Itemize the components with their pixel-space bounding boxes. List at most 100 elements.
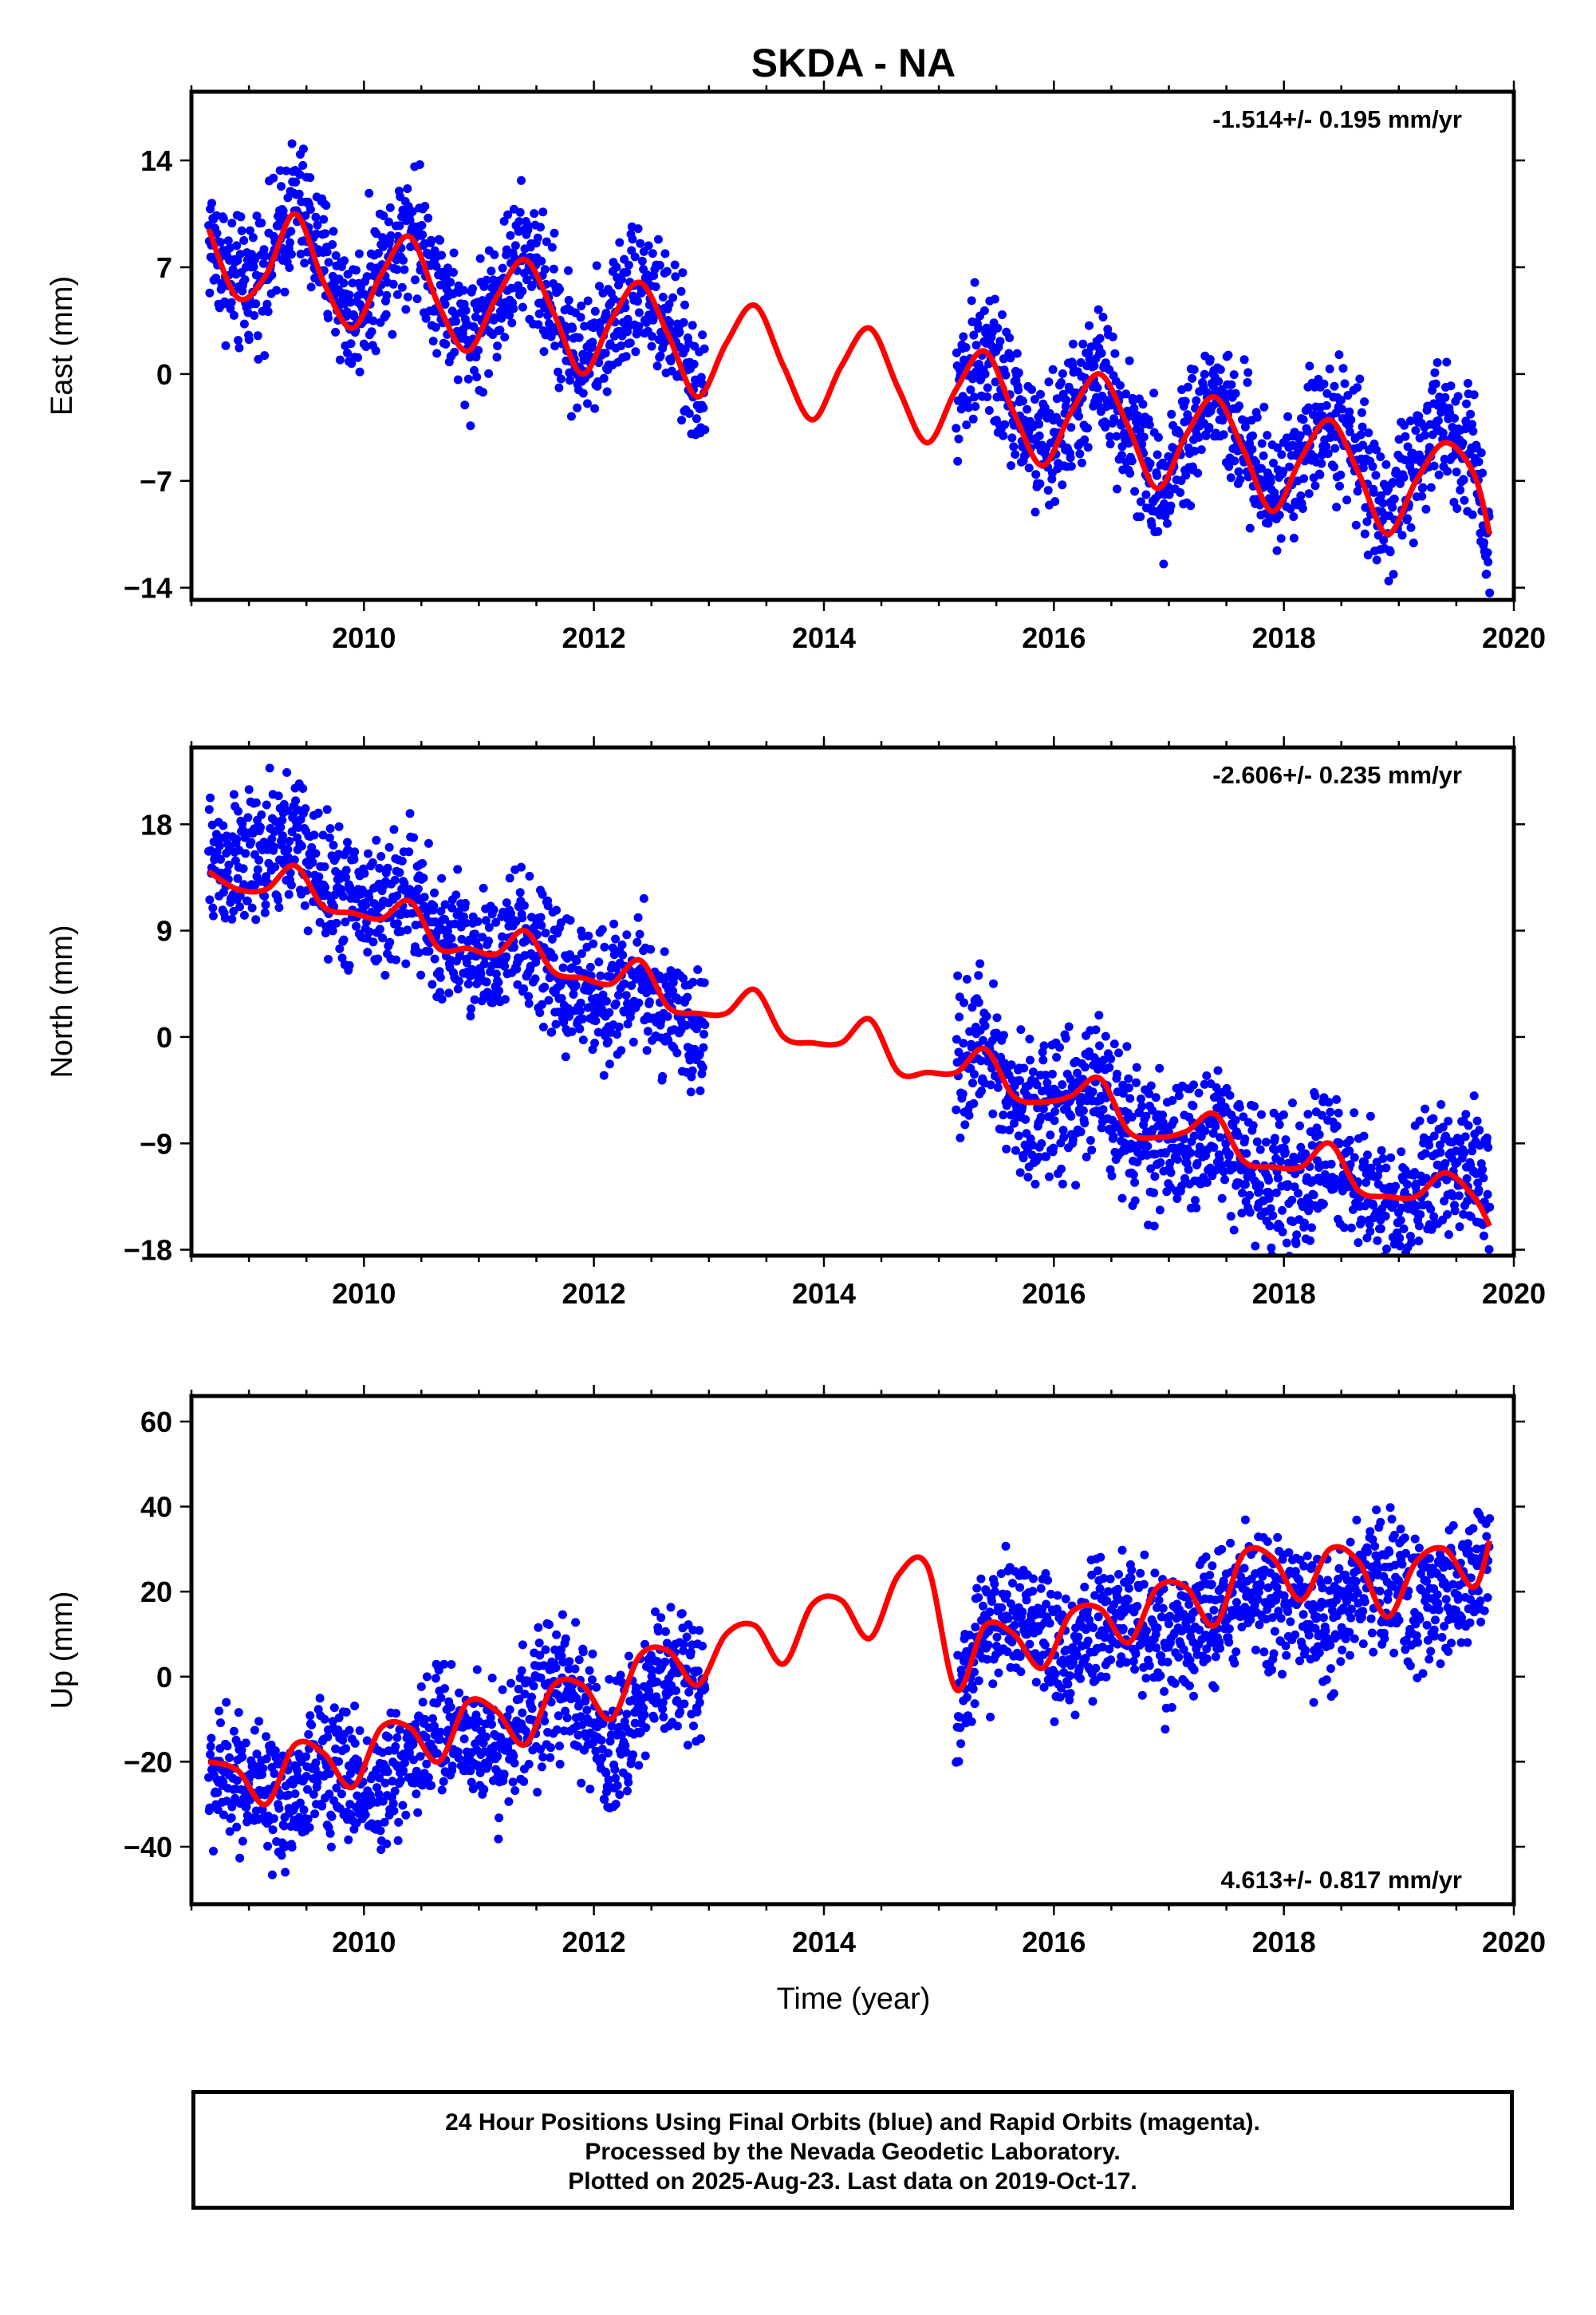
up-point-0-673 xyxy=(552,1725,562,1734)
east-point-0-175 xyxy=(294,189,304,199)
east-point-0-267 xyxy=(342,307,352,317)
east-point-0-764 xyxy=(599,373,609,383)
up-point-0-34 xyxy=(222,1698,231,1707)
north-ytick-label-18: 18 xyxy=(140,808,172,841)
east-point-0-890 xyxy=(664,299,674,309)
east-point-0-245 xyxy=(331,327,341,337)
east-point-1-305 xyxy=(1109,414,1119,424)
north-point-0-45 xyxy=(227,914,237,924)
east-point-0-241 xyxy=(329,227,338,236)
east-ytick-label--14: −14 xyxy=(124,572,172,605)
north-point-0-139 xyxy=(276,822,286,832)
north-point-1-44 xyxy=(974,998,983,1008)
north-point-1-806 xyxy=(1369,1201,1378,1210)
up-point-0-333 xyxy=(376,1845,386,1855)
east-point-1-790 xyxy=(1360,529,1369,538)
east-point-0-355 xyxy=(388,329,397,339)
east-point-0-568 xyxy=(498,263,507,273)
east-point-1-375 xyxy=(1145,459,1155,468)
up-point-0-582 xyxy=(505,1705,514,1714)
north-point-0-781 xyxy=(608,943,617,952)
north-point-0-660 xyxy=(546,972,555,981)
east-point-1-275 xyxy=(1094,305,1103,314)
north-point-1-203 xyxy=(1057,1164,1066,1173)
east-point-1-91 xyxy=(999,431,1008,440)
up-point-0-808 xyxy=(622,1710,632,1719)
east-point-1-141 xyxy=(1024,463,1034,473)
up-point-0-690 xyxy=(561,1634,570,1643)
east-point-1-237 xyxy=(1074,412,1083,421)
east-point-0-607 xyxy=(518,302,527,312)
north-point-0-247 xyxy=(332,918,341,928)
up-point-0-346 xyxy=(383,1767,392,1777)
north-point-1-606 xyxy=(1265,1221,1275,1231)
east-point-0-878 xyxy=(658,292,668,302)
east-point-1-672 xyxy=(1299,474,1309,483)
east-point-1-33 xyxy=(968,414,978,424)
up-point-0-793 xyxy=(614,1722,624,1732)
east-point-1-591 xyxy=(1257,439,1267,448)
north-point-0-112 xyxy=(262,800,271,810)
up-point-0-820 xyxy=(629,1750,638,1760)
east-xtick-label-2020: 2020 xyxy=(1482,621,1546,654)
north-point-0-447 xyxy=(435,988,445,997)
north-point-1-710 xyxy=(1318,1199,1328,1209)
north-point-0-783 xyxy=(609,919,619,929)
north-point-0-341 xyxy=(380,971,390,980)
north-point-1-972 xyxy=(1454,1191,1464,1201)
east-point-1-179 xyxy=(1044,377,1054,387)
up-point-0-93 xyxy=(252,1749,262,1759)
east-ticks xyxy=(180,81,1525,611)
up-point-0-790 xyxy=(613,1781,622,1790)
north-point-0-743 xyxy=(589,939,598,948)
up-point-0-560 xyxy=(494,1834,503,1844)
north-point-0-225 xyxy=(321,882,330,892)
up-point-0-527 xyxy=(477,1726,486,1736)
east-point-0-867 xyxy=(652,361,662,371)
north-point-1-681 xyxy=(1304,1206,1314,1216)
north-point-0-536 xyxy=(481,916,491,925)
east-point-0-384 xyxy=(403,184,412,193)
east-point-0-351 xyxy=(385,203,395,212)
north-point-1-123 xyxy=(1015,1076,1025,1085)
north-point-1-208 xyxy=(1059,1133,1069,1142)
north-point-1-661 xyxy=(1294,1189,1303,1198)
north-point-0-925 xyxy=(683,992,692,1002)
east-point-0-882 xyxy=(660,249,670,258)
east-point-1-879 xyxy=(1406,523,1416,532)
up-point-0-760 xyxy=(597,1753,607,1763)
up-point-0-193 xyxy=(304,1729,313,1739)
east-point-1-152 xyxy=(1030,395,1039,404)
up-point-0-857 xyxy=(648,1666,657,1675)
up-point-0-613 xyxy=(521,1726,530,1736)
north-point-0-897 xyxy=(668,986,678,996)
up-point-0-449 xyxy=(436,1693,446,1702)
north-point-1-720 xyxy=(1324,1098,1334,1107)
north-point-1-394 xyxy=(1155,1205,1164,1215)
north-point-0-311 xyxy=(365,927,374,937)
north-point-0-949 xyxy=(695,1049,704,1059)
east-point-1-111 xyxy=(1009,442,1019,452)
up-point-0-773 xyxy=(604,1775,613,1785)
north-point-0-841 xyxy=(639,893,648,903)
north-point-0-647 xyxy=(538,1023,548,1031)
north-xtick-label-2020: 2020 xyxy=(1482,1277,1546,1310)
north-point-0-753 xyxy=(593,1027,603,1037)
up-point-0-749 xyxy=(592,1682,601,1692)
east-point-1-357 xyxy=(1136,497,1145,507)
up-point-0-741 xyxy=(587,1675,597,1685)
east-point-1-547 xyxy=(1235,401,1244,411)
east-point-0-943 xyxy=(692,414,701,424)
north-point-1-1031 xyxy=(1485,1202,1495,1212)
east-point-0-636 xyxy=(533,233,542,243)
north-point-0-241 xyxy=(329,841,338,850)
up-point-0-381 xyxy=(401,1810,411,1820)
north-point-0-582 xyxy=(505,874,514,883)
east-point-0-572 xyxy=(500,333,510,342)
north-rate-label: -2.606+/- 0.235 mm/yr xyxy=(1212,761,1462,789)
north-point-0-506 xyxy=(466,1012,475,1021)
up-point-0-642 xyxy=(536,1673,546,1682)
east-point-0-374 xyxy=(397,282,407,292)
east-point-1-203 xyxy=(1057,378,1066,387)
north-point-0-118 xyxy=(265,763,274,773)
